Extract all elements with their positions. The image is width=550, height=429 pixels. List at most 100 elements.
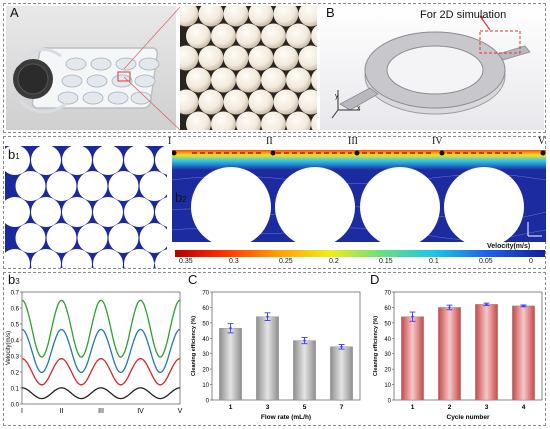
mean-point [303, 339, 306, 342]
bead [180, 45, 199, 71]
bead [236, 23, 261, 49]
b2-position-1: I [168, 136, 172, 147]
panel-label-b1-sub: 1 [15, 152, 20, 161]
ytick-label: 50 [202, 321, 209, 327]
bead [198, 6, 224, 27]
colorbar-tick-label: 0.25 [279, 258, 293, 265]
pore-circle [62, 197, 92, 227]
bead [186, 67, 211, 93]
panel-label-d: D [370, 272, 380, 287]
xtick-label: V [178, 408, 183, 415]
pore-circle [155, 146, 167, 175]
ytick-label: 20 [384, 368, 391, 374]
xtick-label: 7 [340, 404, 344, 411]
bead [261, 23, 286, 49]
ytick-label: 0.3 [11, 355, 20, 361]
zoom-connector [123, 6, 181, 131]
xtick-label: II [60, 408, 64, 415]
bar [293, 340, 316, 401]
colorbar-ticks: 0.35 0.3 0.25 0.2 0.15 0.1 0.05 0 [175, 258, 545, 268]
xtick-label: III [98, 408, 104, 415]
bead [273, 45, 299, 71]
pore-circle [124, 197, 154, 227]
pore-circle [46, 171, 77, 201]
ytick-label: 60 [384, 306, 391, 312]
ytick-label: 70 [202, 291, 209, 297]
colorbar-tick-label: 0.15 [379, 258, 393, 265]
plot-frame [211, 291, 361, 401]
panel-label-b2-sub: 2 [182, 195, 187, 204]
series-line [21, 328, 181, 374]
bead [286, 67, 311, 93]
pore-circle [31, 197, 61, 227]
pore-circle [31, 249, 61, 268]
bottom-row-frame [3, 272, 546, 426]
pore-circle [93, 146, 123, 175]
flow-field-b1 [5, 146, 167, 268]
pore-circle [155, 197, 167, 227]
bead [311, 25, 317, 47]
b2-position-5: V [538, 136, 546, 147]
y-axis-label: Cleaning efficiency (%) [373, 316, 379, 376]
series-line [21, 358, 181, 386]
flow-field-b2 [172, 150, 546, 242]
bar [475, 304, 498, 401]
axis-label-x-b: x [357, 105, 361, 112]
ytick-label: 0.0 [11, 403, 20, 409]
ytick-label: 0.4 [11, 339, 20, 345]
mean-point [411, 315, 414, 318]
pore-circle [15, 171, 46, 201]
b2-position-3: III [348, 136, 358, 147]
panel-label-b3-letter: b [8, 272, 16, 287]
bead [223, 6, 249, 27]
xtick-label: 1 [229, 404, 233, 411]
bead [311, 113, 317, 130]
bead [236, 67, 261, 93]
bead [298, 6, 317, 27]
flow-field-b2-drawing [172, 150, 546, 242]
bead [311, 69, 317, 91]
mean-point [340, 345, 343, 348]
mean-point [448, 306, 451, 309]
axis-label-y-b: y [335, 93, 339, 100]
xtick-label: 4 [522, 404, 526, 411]
bar [512, 305, 535, 401]
chart-b3: 0.00.10.20.30.40.50.60.7I II III IV VVelocit… [6, 291, 183, 416]
panel-label-b3: b3 [8, 272, 20, 287]
ytick-label: 30 [202, 352, 209, 358]
colorbar-tick-label: 0.3 [229, 258, 239, 265]
colorbar [175, 250, 545, 257]
ytick-label: 0.7 [11, 291, 20, 297]
ytick-label: 30 [384, 352, 391, 358]
ytick-label: 0 [388, 399, 392, 405]
ytick-label: 0.6 [11, 307, 20, 313]
chart-d: 0 10 20 30 40 50 60 70 1 2 3 4 Cycle number Cleaning … [373, 291, 543, 421]
bar [438, 307, 461, 401]
bead [248, 6, 274, 27]
bead [186, 23, 211, 49]
ytick-label: 0.1 [11, 387, 20, 393]
bead [236, 111, 261, 130]
ytick-label: 0 [206, 399, 210, 405]
chart-c: 0 10 20 30 40 50 60 70 1 3 5 7 Flow rate (mL/h) Clean… [191, 291, 361, 421]
colorbar-tick-label: 0.1 [429, 258, 439, 265]
y-axis-label: Velocity(m/s) [6, 331, 12, 365]
b2-position-2: II [266, 136, 273, 147]
pore-circle [155, 249, 167, 268]
y-axis-label: Cleaning efficiency (%) [191, 316, 197, 376]
pore-circle [5, 249, 30, 268]
pore-circle [93, 249, 123, 268]
device-photo-drawing [13, 47, 160, 114]
xtick-label: 3 [266, 404, 270, 411]
xtick-label: IV [137, 408, 144, 415]
pore-circle [31, 146, 61, 175]
panel-label-b1: b1 [8, 147, 20, 162]
colorbar-tick-label: 0.05 [479, 258, 493, 265]
pore-circle [124, 146, 154, 175]
ytick-label: 10 [384, 383, 391, 389]
ytick-label: 60 [202, 306, 209, 312]
ring-model-drawing [331, 15, 531, 119]
bar [219, 328, 242, 401]
pore-circle [5, 197, 30, 227]
bead [261, 67, 286, 93]
